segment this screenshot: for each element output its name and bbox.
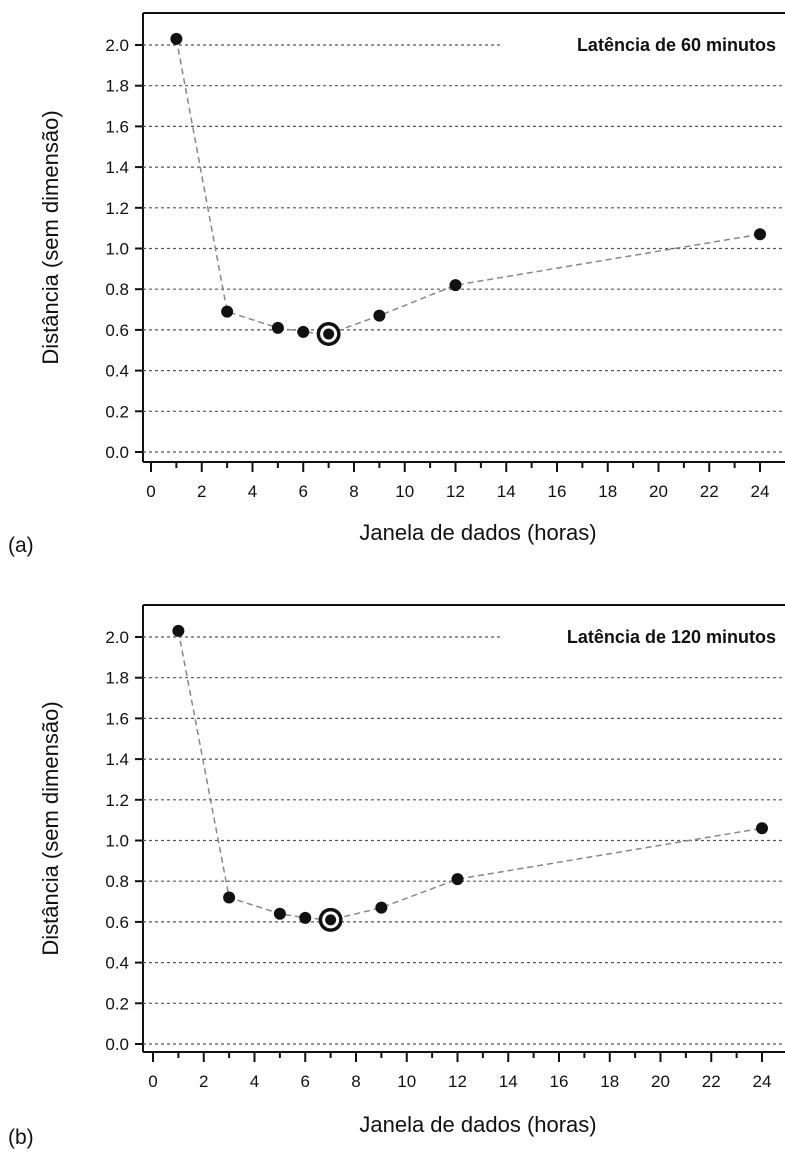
x-tick-label: 22 xyxy=(702,1072,721,1091)
y-tick-label: 1.2 xyxy=(105,199,129,218)
x-tick-label: 18 xyxy=(598,482,617,501)
x-tick-label: 6 xyxy=(301,1072,310,1091)
panel-label: (b) xyxy=(8,1126,34,1149)
x-tick-label: 22 xyxy=(700,482,719,501)
y-tick-label: 1.6 xyxy=(105,709,129,728)
annotation-background xyxy=(500,625,782,649)
chart-panel-2: 0.00.20.40.60.81.01.21.41.61.82.00 2 4 6 8 10… xyxy=(8,604,785,1149)
y-tick-label: 1.6 xyxy=(105,117,129,136)
data-point xyxy=(375,901,388,914)
y-tick-label: 1.4 xyxy=(105,158,129,177)
y-tick-label: 0.8 xyxy=(105,872,129,891)
y-tick-label: 0.8 xyxy=(105,280,129,299)
x-tick-label: 24 xyxy=(751,482,770,501)
x-tick-label: 6 xyxy=(299,482,308,501)
y-tick-label: 1.4 xyxy=(105,750,129,769)
x-tick-label: 8 xyxy=(351,1072,360,1091)
data-point xyxy=(373,309,386,322)
data-point xyxy=(271,321,284,334)
data-point xyxy=(449,279,462,292)
x-tick-label: 8 xyxy=(349,482,358,501)
series-connector xyxy=(177,630,763,921)
x-tick-label: 18 xyxy=(600,1072,619,1091)
x-tick-label: 2 xyxy=(197,482,206,501)
x-tick-label: 20 xyxy=(649,482,668,501)
data-point xyxy=(325,914,337,926)
x-tick-label: 14 xyxy=(499,1072,518,1091)
x-tick-label: 24 xyxy=(753,1072,772,1091)
data-point xyxy=(756,822,768,835)
x-tick-label: 20 xyxy=(651,1072,670,1091)
x-tick-label: 4 xyxy=(250,1072,259,1091)
panel-label: (a) xyxy=(8,534,34,557)
y-tick-label: 0.2 xyxy=(105,402,129,421)
y-tick-label: 0.6 xyxy=(105,913,129,932)
data-point xyxy=(297,325,310,338)
x-tick-label: 0 xyxy=(148,1072,157,1091)
chart-panel-1: 0.00.20.40.60.81.01.21.41.61.82.00 2 4 6 8 10… xyxy=(8,12,785,557)
x-tick-label: 10 xyxy=(397,1072,416,1091)
data-point xyxy=(299,911,312,924)
y-axis-label: Distância (sem dimensão) xyxy=(38,110,63,364)
x-tick-label: 4 xyxy=(248,482,257,501)
x-tick-label: 12 xyxy=(446,482,465,501)
y-tick-label: 0.4 xyxy=(105,362,129,381)
data-point xyxy=(323,328,335,340)
y-tick-label: 0.2 xyxy=(105,994,129,1013)
series-connector xyxy=(175,38,761,335)
y-tick-label: 0.0 xyxy=(105,443,129,462)
y-tick-label: 2.0 xyxy=(105,36,129,55)
y-tick-label: 1.8 xyxy=(105,77,129,96)
x-tick-label: 0 xyxy=(146,482,155,501)
x-axis-label: Janela de dados (horas) xyxy=(359,1112,596,1137)
y-tick-label: 0.6 xyxy=(105,321,129,340)
data-point xyxy=(223,891,236,904)
data-point xyxy=(221,305,234,318)
data-point xyxy=(273,907,286,920)
y-axis-label: Distância (sem dimensão) xyxy=(38,701,63,955)
y-tick-label: 1.2 xyxy=(105,791,129,810)
x-tick-label: 12 xyxy=(448,1072,467,1091)
x-tick-label: 10 xyxy=(395,482,414,501)
x-tick-label: 2 xyxy=(199,1072,208,1091)
y-tick-label: 1.0 xyxy=(105,832,129,851)
data-point xyxy=(170,32,183,45)
y-tick-label: 1.8 xyxy=(105,669,129,688)
data-point xyxy=(172,624,185,637)
data-point xyxy=(754,228,766,241)
data-point xyxy=(451,873,464,886)
y-tick-label: 1.0 xyxy=(105,240,129,259)
y-tick-label: 0.4 xyxy=(105,954,129,973)
y-tick-label: 0.0 xyxy=(105,1035,129,1054)
annotation: Latência de 60 minutos xyxy=(577,35,776,55)
x-tick-label: 16 xyxy=(550,1072,569,1091)
annotation-background xyxy=(500,33,782,57)
x-axis-label: Janela de dados (horas) xyxy=(359,520,596,545)
x-tick-label: 16 xyxy=(548,482,567,501)
y-tick-label: 2.0 xyxy=(105,628,129,647)
annotation: Latência de 120 minutos xyxy=(567,627,776,647)
x-tick-label: 14 xyxy=(497,482,516,501)
